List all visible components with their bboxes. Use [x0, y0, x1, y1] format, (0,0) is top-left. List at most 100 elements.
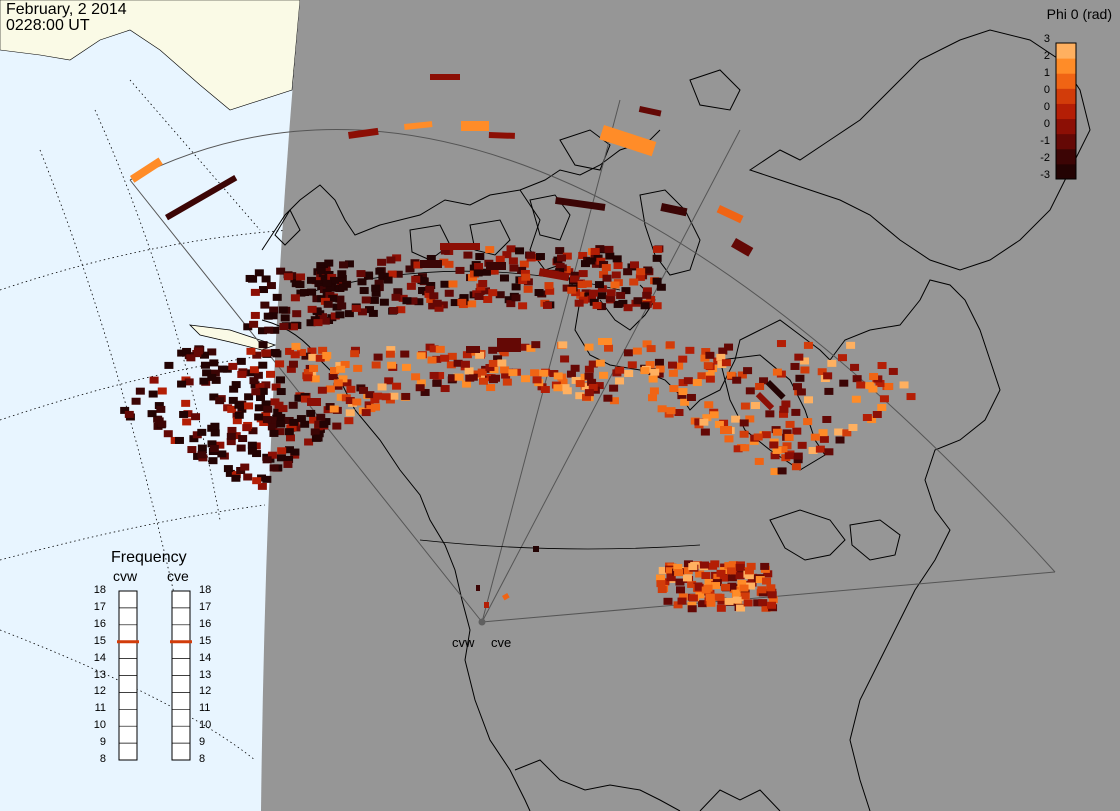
frequency-scale-label: 14 — [93, 651, 106, 664]
range-cell — [791, 408, 801, 416]
range-cell — [652, 302, 662, 310]
range-cell — [231, 471, 241, 479]
range-cell — [337, 275, 347, 283]
range-cell — [258, 387, 268, 395]
colorbar-tick-label: 3 — [1043, 33, 1050, 45]
range-cell — [732, 376, 742, 384]
range-cell — [440, 243, 480, 250]
range-cell — [285, 347, 295, 355]
range-cell — [446, 361, 456, 369]
range-cell — [502, 378, 512, 386]
range-cell — [414, 298, 424, 306]
range-cell — [667, 361, 677, 369]
range-cell — [717, 597, 727, 605]
range-cell — [795, 374, 805, 382]
frequency-title: Frequency — [111, 549, 187, 566]
range-cell — [750, 402, 760, 410]
range-cell — [761, 604, 771, 612]
range-cell — [393, 270, 403, 278]
range-cell — [753, 433, 763, 441]
range-cell — [477, 368, 487, 376]
range-cell — [346, 385, 356, 393]
range-cell — [368, 309, 378, 317]
range-cell — [839, 379, 849, 387]
range-cell — [237, 370, 247, 378]
range-cell — [303, 369, 313, 377]
range-cell — [427, 356, 437, 364]
range-cell — [674, 569, 684, 577]
range-cell — [325, 385, 335, 393]
range-cell — [435, 371, 445, 379]
range-cell — [238, 435, 248, 443]
range-cell — [646, 345, 656, 353]
range-cell — [420, 260, 442, 268]
range-cell — [377, 383, 387, 391]
range-cell — [434, 304, 444, 312]
range-cell — [257, 482, 267, 490]
range-cell — [616, 291, 626, 299]
range-cell — [762, 577, 772, 585]
range-cell — [576, 291, 586, 299]
range-cell — [599, 271, 609, 279]
range-cell — [584, 372, 594, 380]
station-label-cve: cve — [491, 635, 511, 650]
range-cell — [227, 405, 237, 413]
range-cell — [351, 304, 361, 312]
colorbar-tick-label: 2 — [1043, 50, 1050, 62]
range-cell — [906, 393, 916, 401]
colorbar-segment — [1056, 163, 1076, 180]
range-cell — [307, 288, 317, 296]
range-cell — [413, 261, 423, 269]
range-cell — [803, 341, 813, 349]
range-cell — [899, 381, 909, 389]
range-cell — [770, 452, 780, 460]
range-cell — [272, 350, 282, 358]
range-cell — [680, 398, 690, 406]
range-cell — [732, 596, 742, 604]
range-cell — [197, 444, 207, 452]
range-cell — [415, 384, 425, 392]
range-cell — [232, 417, 242, 425]
range-cell — [735, 572, 745, 580]
range-cell — [464, 367, 474, 375]
range-cell — [683, 567, 693, 575]
range-cell — [208, 457, 218, 465]
colorbar-tick-label: -1 — [1040, 135, 1050, 147]
range-cell — [590, 247, 600, 255]
range-cell — [597, 285, 607, 293]
range-cell — [793, 452, 803, 460]
range-cell — [611, 271, 621, 279]
range-cell — [332, 422, 342, 430]
range-cell — [253, 371, 263, 379]
range-cell — [258, 341, 268, 349]
range-cell — [352, 398, 362, 406]
range-cell — [605, 295, 615, 303]
frequency-scale-label: 10 — [199, 719, 212, 732]
range-cell — [705, 375, 715, 383]
range-cell — [312, 295, 322, 303]
colorbar-segment — [1056, 58, 1076, 74]
range-cell — [320, 317, 330, 325]
range-cell — [148, 390, 158, 398]
range-cell — [701, 572, 711, 580]
range-cell — [716, 569, 726, 577]
range-cell — [164, 175, 238, 221]
range-cell — [330, 284, 340, 292]
range-cell — [474, 262, 484, 270]
range-cell — [606, 289, 616, 297]
range-cell — [291, 342, 301, 350]
range-cell — [444, 260, 454, 268]
range-cell — [635, 273, 645, 281]
range-cell — [800, 357, 810, 365]
range-cell — [737, 371, 747, 379]
range-cell — [276, 267, 286, 275]
range-cell — [248, 275, 258, 283]
range-cell — [345, 409, 355, 417]
range-cell — [523, 278, 533, 286]
range-cell — [719, 574, 729, 582]
frequency-scale-label: 11 — [199, 702, 211, 715]
range-cell — [567, 286, 577, 294]
range-cell — [340, 360, 350, 368]
range-cell — [724, 597, 734, 605]
